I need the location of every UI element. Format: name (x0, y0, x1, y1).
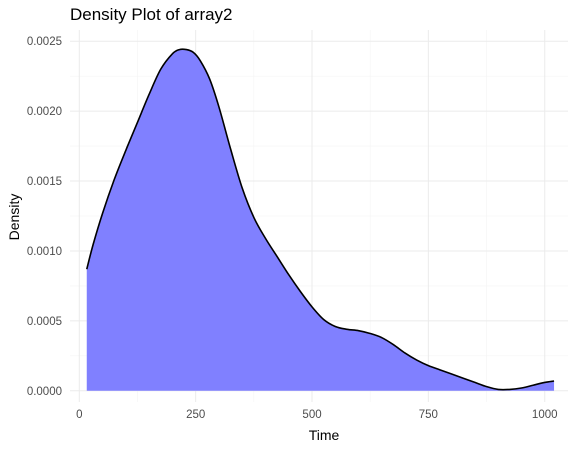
chart-title: Density Plot of array2 (70, 5, 233, 24)
density-area-layer (85, 48, 555, 391)
y-tick-label: 0.0015 (27, 176, 62, 188)
x-axis-title: Time (309, 427, 340, 443)
y-tick-label: 0.0020 (27, 106, 62, 118)
x-tick-label: 0 (76, 409, 82, 421)
density-curve (85, 48, 555, 391)
x-tick-label: 250 (186, 409, 205, 421)
y-axis-title: Density (6, 194, 22, 241)
density-area-fill (86, 49, 555, 391)
x-tick-label: 500 (302, 409, 321, 421)
x-tick-label: 1000 (532, 409, 558, 421)
x-tick-label: 750 (419, 409, 438, 421)
y-tick-label: 0.0025 (27, 36, 62, 48)
y-tick-label: 0.0010 (27, 246, 62, 258)
y-tick-label: 0.0000 (27, 386, 62, 398)
y-tick-label: 0.0005 (27, 316, 62, 328)
y-tick-labels: 0.0000 0.0005 0.0010 0.0015 0.0020 0.0025 (27, 36, 62, 398)
x-tick-labels: 0 250 500 750 1000 (76, 409, 557, 421)
